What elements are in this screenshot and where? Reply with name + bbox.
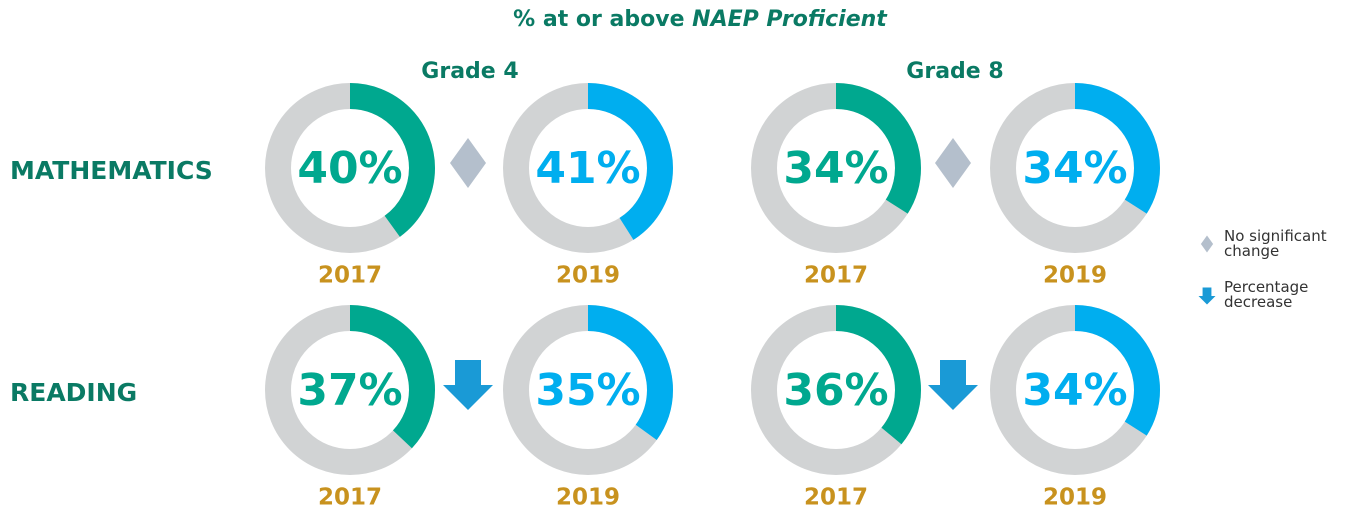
donut-value-label: 40% [297, 143, 402, 194]
donut-arc [265, 83, 435, 253]
subject-label: MATHEMATICS [10, 156, 213, 185]
grade-label: Grade 8 [906, 59, 1003, 84]
donut-arc [503, 83, 673, 253]
donut-value-label: 36% [783, 365, 888, 416]
title-text: % at or above [513, 7, 692, 32]
subject-label: READING [10, 378, 137, 407]
donut-arc [751, 305, 921, 475]
year-label: 2019 [556, 263, 620, 289]
title-emphasis: NAEP Proficient [692, 7, 888, 32]
legend-label: Percentage decrease [1224, 278, 1309, 311]
donut-value-label: 34% [1022, 143, 1127, 194]
year-label: 2017 [318, 485, 382, 508]
donut-value-label: 35% [535, 365, 640, 416]
donut-arc [503, 305, 673, 475]
decrease-arrow [443, 360, 493, 410]
no-change-diamond [450, 138, 486, 188]
no-change-diamond [935, 138, 971, 188]
donut-value-label: 34% [1022, 365, 1127, 416]
donut-arc [265, 305, 435, 475]
decrease-arrow [928, 360, 978, 410]
grade-label: Grade 4 [421, 59, 518, 84]
decrease-arrow [1198, 287, 1216, 305]
year-label: 2017 [804, 263, 868, 289]
no-change-diamond [1200, 235, 1214, 253]
year-label: 2017 [804, 485, 868, 508]
donut-arc [751, 83, 921, 253]
year-label: 2019 [1043, 485, 1107, 508]
year-label: 2019 [556, 485, 620, 508]
legend-label: No significant change [1224, 227, 1327, 260]
year-label: 2019 [1043, 263, 1107, 289]
donut-value-label: 34% [783, 143, 888, 194]
year-label: 2017 [318, 263, 382, 289]
title: % at or above NAEP Proficient [513, 7, 888, 32]
donut-arc [990, 305, 1160, 475]
donut-value-label: 37% [297, 365, 402, 416]
donut-value-label: 41% [535, 143, 640, 194]
donut-arc [990, 83, 1160, 253]
